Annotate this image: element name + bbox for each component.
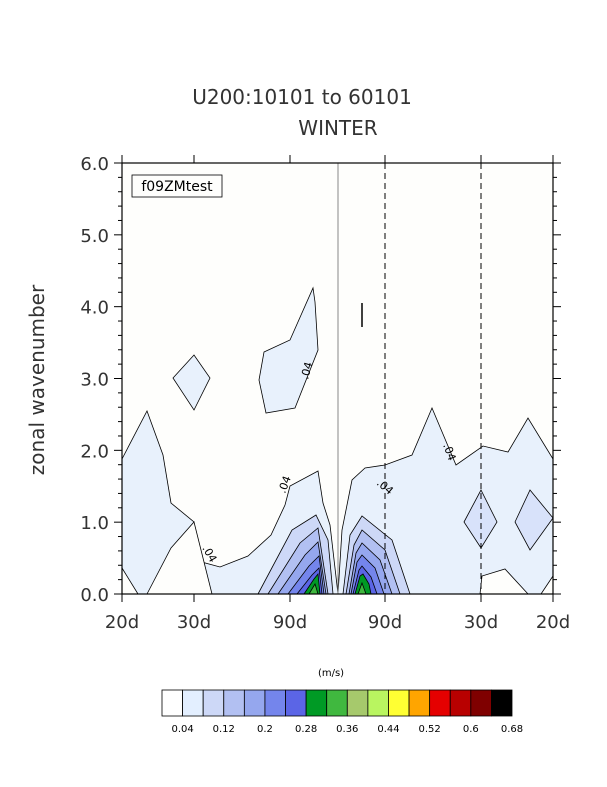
x-tick-label: 20d [536, 612, 570, 633]
colorbar-swatch [491, 689, 513, 717]
contour-region-diamond-left [172, 354, 211, 411]
colorbar-swatch [346, 689, 369, 717]
x-axis: 20d 30d 90d 90d 30d 20d [105, 155, 570, 633]
colorbar-label: 0.28 [295, 724, 317, 735]
y-axis: 0.0 1.0 2.0 3.0 4.0 5.0 6.0 [80, 154, 561, 606]
y-tick-label: 0.0 [80, 585, 109, 606]
case-label-box [131, 174, 223, 198]
contour-region-mid-upper [258, 286, 319, 414]
plot-area: .04 .04 .04 .04 .04 f09ZMtest [121, 162, 554, 595]
colorbar-swatch [264, 689, 286, 717]
colorbar-swatch [243, 689, 266, 717]
colorbar-label: 0.68 [501, 724, 523, 735]
colorbar-label: 0.04 [171, 724, 193, 735]
y-tick-label: 3.0 [80, 370, 109, 391]
chart-subtitle: WINTER [298, 116, 377, 140]
colorbar-swatch [326, 689, 348, 717]
colorbar-swatch [388, 689, 410, 717]
colorbar-swatch [367, 689, 389, 717]
colorbar-label: 0.12 [213, 724, 235, 735]
x-tick-label: 20d [105, 612, 139, 633]
colorbar-swatch [223, 689, 245, 717]
colorbar-label: 0.52 [419, 724, 441, 735]
x-tick-label: 90d [273, 612, 307, 633]
colorbar-swatch [449, 689, 472, 717]
y-tick-label: 5.0 [80, 226, 109, 247]
y-tick-label: 1.0 [80, 513, 109, 534]
y-axis-label: zonal wavenumber [25, 284, 49, 475]
colorbar-swatch [202, 689, 225, 717]
chart-title: U200:10101 to 60101 [192, 85, 412, 109]
colorbar-label: 0.6 [463, 724, 479, 735]
colorbar-swatch [470, 689, 492, 717]
colorbar-swatch [429, 689, 451, 717]
case-label: f09ZMtest [141, 179, 213, 195]
colorbar-swatch [285, 689, 307, 717]
x-tick-label: 30d [464, 612, 498, 633]
y-tick-label: 6.0 [80, 154, 109, 175]
colorbar-swatch [305, 689, 328, 717]
colorbar-label: 0.36 [336, 724, 358, 735]
y-tick-label: 2.0 [80, 441, 109, 462]
colorbar-swatch [161, 689, 183, 717]
colorbar-label: 0.44 [377, 724, 399, 735]
colorbar-swatch [408, 689, 431, 717]
contour-label: .04 [440, 442, 458, 463]
x-tick-label: 90d [368, 612, 402, 633]
colorbar-label: 0.2 [257, 724, 273, 735]
y-tick-label: 4.0 [80, 298, 109, 319]
contour-label: .04 [298, 361, 315, 381]
colorbar-swatch [182, 689, 204, 717]
colorbar: 0.04 0.12 0.2 0.28 0.36 0.44 0.52 0.6 0.68 [161, 689, 523, 735]
contour-label: .04 [276, 474, 294, 495]
units-label: (m/s) [318, 668, 344, 679]
x-tick-label: 30d [177, 612, 211, 633]
